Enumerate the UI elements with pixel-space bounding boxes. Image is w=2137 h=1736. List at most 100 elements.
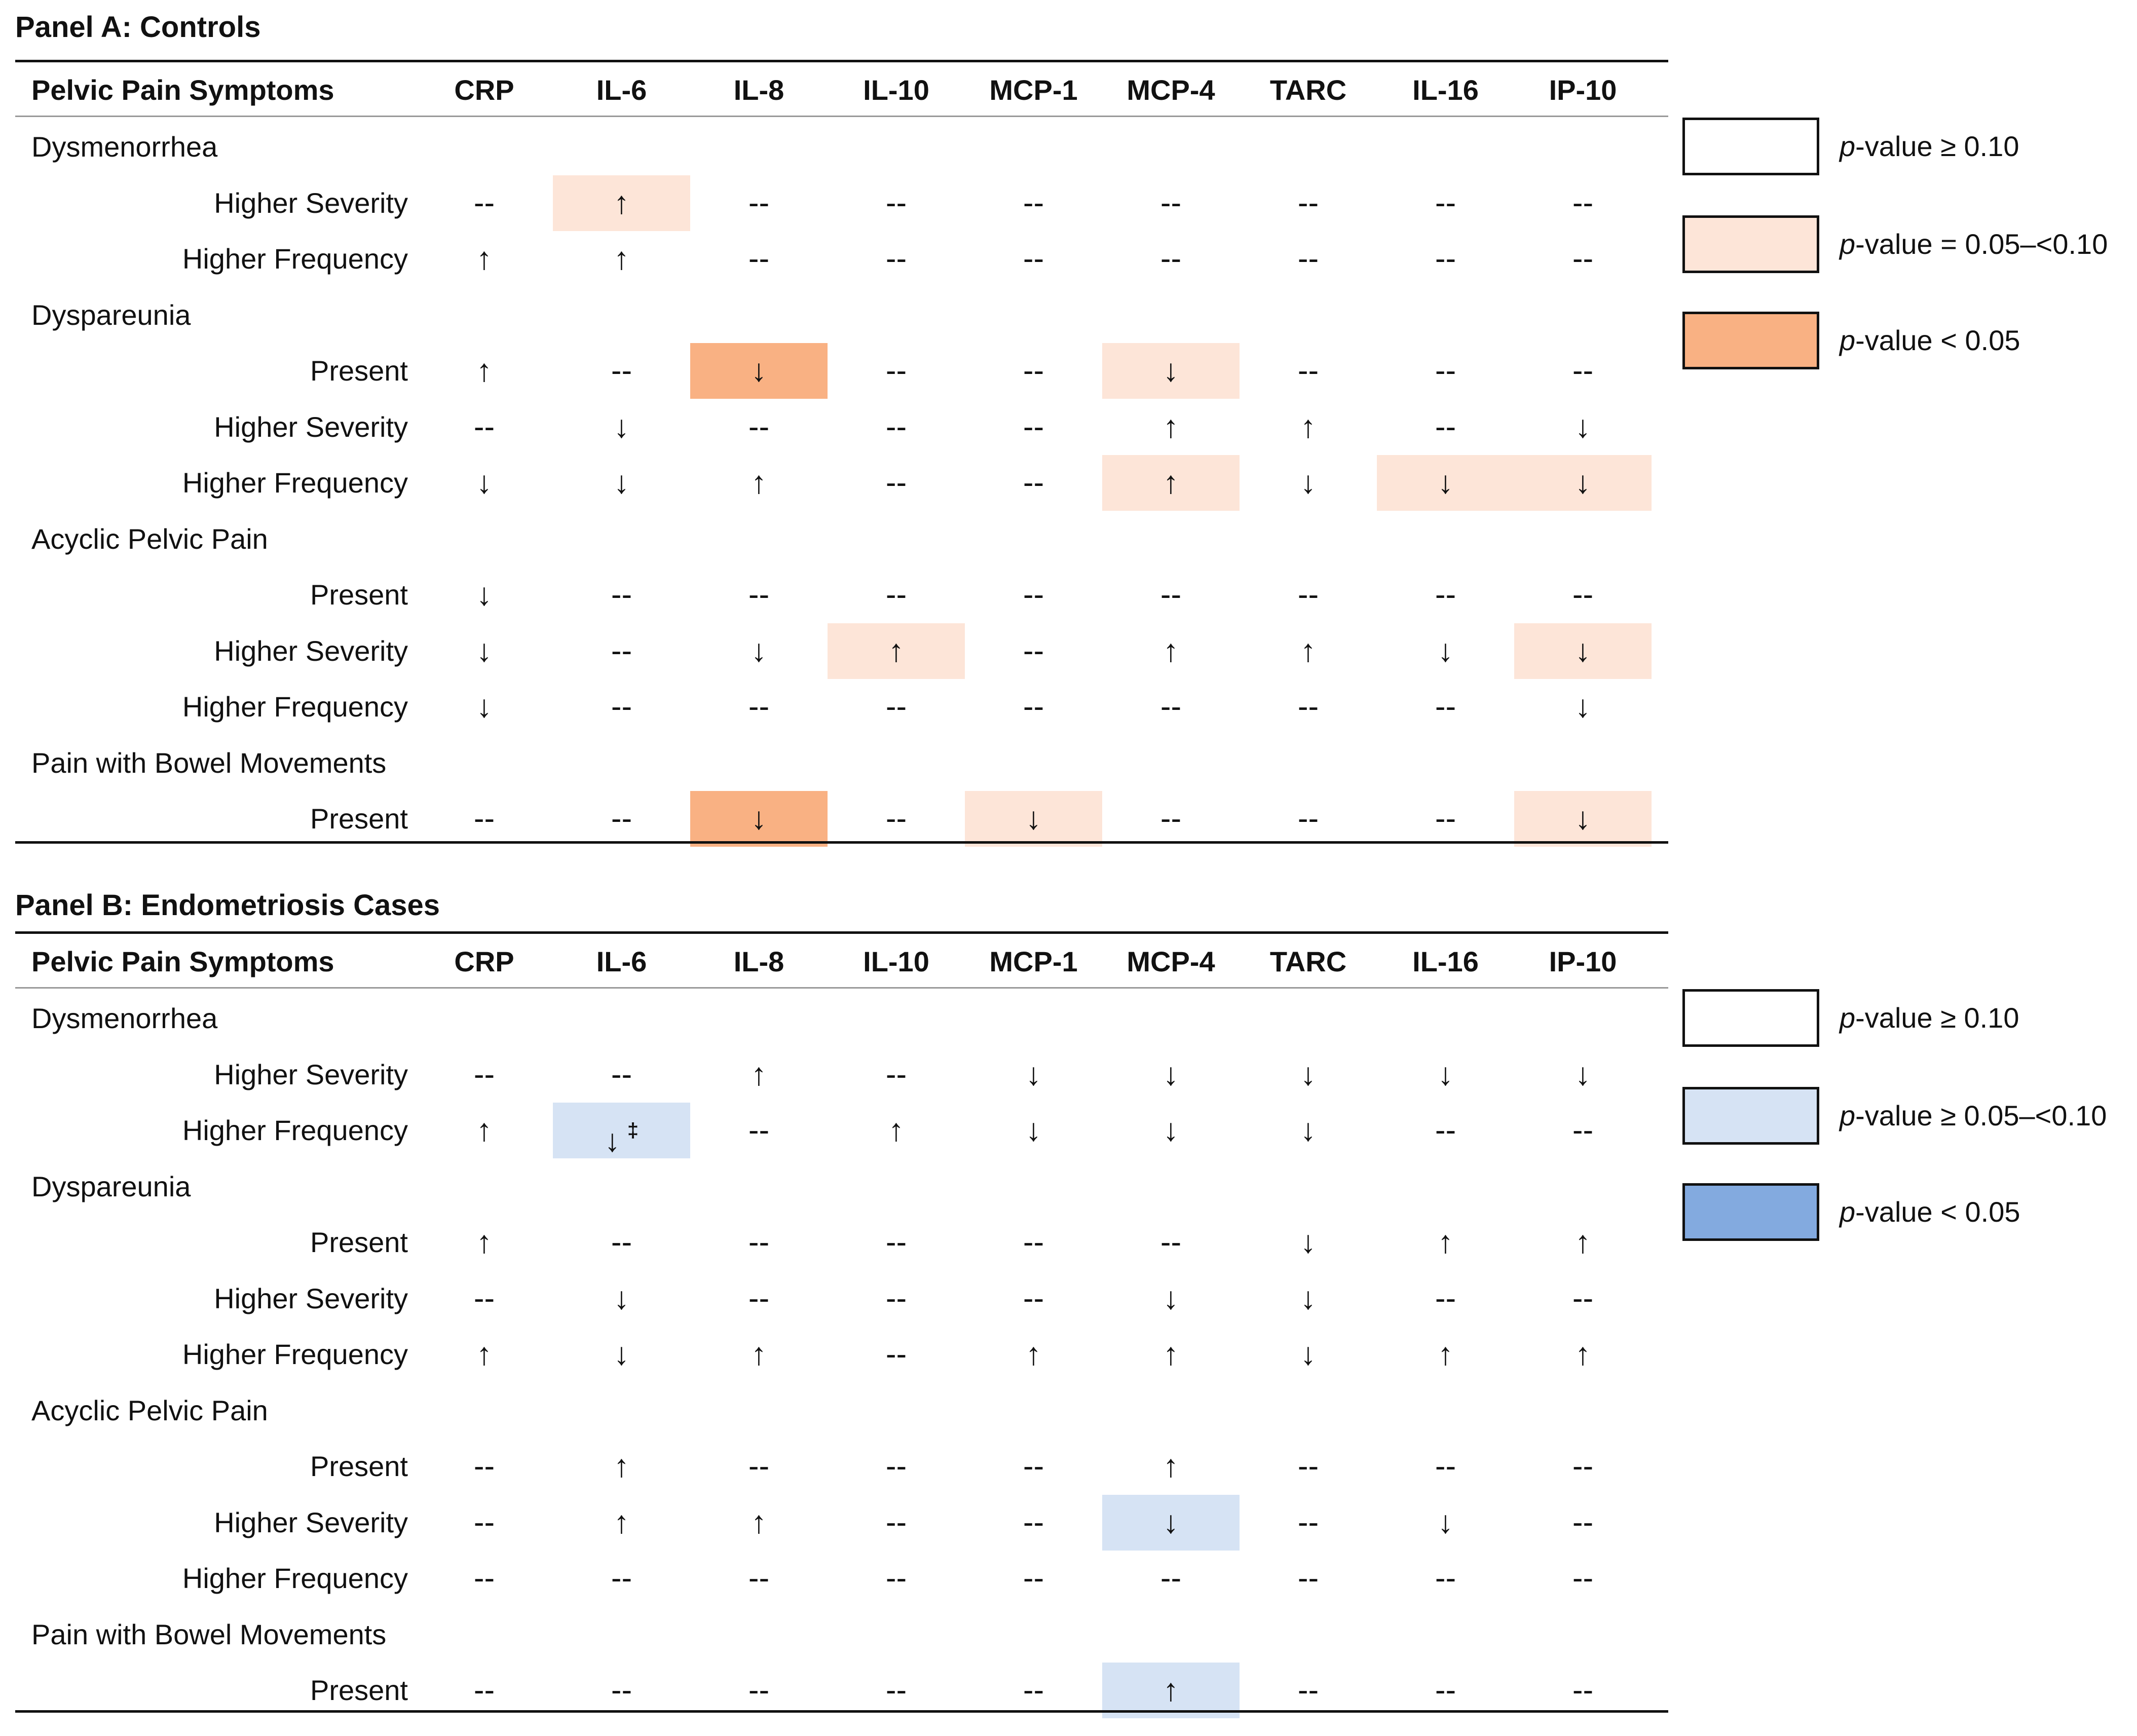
row-label: Higher Frequency bbox=[182, 1114, 408, 1146]
cell-value: ↓ bbox=[1438, 1056, 1453, 1092]
cell-value: -- bbox=[1160, 241, 1182, 276]
cell-value: -- bbox=[1297, 689, 1319, 724]
table-cell: ↓ bbox=[690, 343, 828, 399]
panel-title: Panel B: Endometriosis Cases bbox=[15, 889, 440, 922]
table-cell: -- bbox=[416, 175, 553, 231]
table-cell: -- bbox=[965, 1439, 1102, 1494]
cell-value: -- bbox=[885, 1673, 907, 1708]
cell-value: ↓ bbox=[1300, 1056, 1316, 1092]
cell-value: ↑ bbox=[751, 1504, 767, 1540]
cell-value: -- bbox=[1297, 801, 1319, 836]
cell-value: -- bbox=[1023, 185, 1044, 220]
table-cell: -- bbox=[828, 1495, 965, 1551]
table-cell: -- bbox=[828, 1663, 965, 1718]
legend-label: p-value < 0.05 bbox=[1840, 312, 2020, 369]
table-cell: -- bbox=[828, 343, 965, 399]
row-label: Dyspareunia bbox=[31, 298, 191, 331]
table-cell: -- bbox=[1377, 1271, 1514, 1327]
cell-value: ↓ bbox=[751, 353, 767, 388]
legend-swatch bbox=[1682, 989, 1819, 1047]
cell-value: ↑ bbox=[1438, 1337, 1453, 1372]
cell-value: ↑ bbox=[476, 1113, 492, 1148]
cell-value: -- bbox=[1297, 353, 1319, 388]
cell-value: -- bbox=[1297, 241, 1319, 276]
cell-value: -- bbox=[1572, 1561, 1594, 1596]
table-cell: -- bbox=[828, 175, 965, 231]
cell-value: -- bbox=[1572, 353, 1594, 388]
table-cell: ↓ bbox=[1514, 1047, 1652, 1103]
cell-value: ↓ bbox=[604, 1123, 620, 1158]
table-cell: ↓ bbox=[1102, 1103, 1240, 1158]
cell-value: ↑ bbox=[751, 1337, 767, 1372]
cell-value: -- bbox=[885, 1056, 907, 1092]
table-cell: -- bbox=[690, 1271, 828, 1327]
cell-value: -- bbox=[1435, 801, 1456, 836]
table-header-rule bbox=[15, 987, 1668, 989]
cell-value: ↑ bbox=[614, 1504, 629, 1540]
legend-item: p-value ≥ 0.05–<0.10 bbox=[1682, 1087, 2137, 1148]
table-cell: -- bbox=[1102, 791, 1240, 847]
table-row: Higher Severity -- -- ↑ -- ↓ ↓ ↓ ↓ ↓ bbox=[0, 1047, 1672, 1103]
legend-item: p-value ≥ 0.10 bbox=[1682, 989, 2137, 1050]
cell-value: ↓ bbox=[1438, 1504, 1453, 1540]
table-cell: ↓ bbox=[1377, 623, 1514, 679]
table-cell: -- bbox=[1240, 567, 1377, 623]
table-cell: ↓ bbox=[1377, 455, 1514, 511]
table-cell: -- bbox=[416, 791, 553, 847]
column-header-il-16: IL-16 bbox=[1412, 946, 1479, 977]
table-cell: -- bbox=[828, 1271, 965, 1327]
table-cell: ↑ bbox=[416, 1103, 553, 1158]
cell-value: ↓ bbox=[1300, 465, 1316, 500]
table-cell: ↓ bbox=[1514, 679, 1652, 735]
cell-value: ↓ bbox=[614, 1280, 629, 1316]
row-label: Dysmenorrhea bbox=[31, 131, 218, 163]
table-cell: ↓ bbox=[1377, 1495, 1514, 1551]
cell-value: ↑ bbox=[888, 633, 904, 668]
cell-value: -- bbox=[1160, 577, 1182, 612]
cell-value: ↓ bbox=[1300, 1225, 1316, 1260]
table-cell: -- bbox=[828, 567, 965, 623]
table-cell: -- bbox=[1377, 231, 1514, 287]
table-cell: -- bbox=[828, 1215, 965, 1270]
table-cell: ↓ bbox=[553, 1327, 690, 1382]
cell-value: -- bbox=[885, 1449, 907, 1484]
cell-value: -- bbox=[611, 801, 632, 836]
legend-p-symbol: p bbox=[1840, 1002, 1856, 1034]
cell-value: ↑ bbox=[476, 1337, 492, 1372]
cell-value: ↓ bbox=[751, 633, 767, 668]
cell-value: ↓ bbox=[1438, 465, 1453, 500]
cell-value: -- bbox=[1297, 185, 1319, 220]
table-row: Higher Frequency ↓ -- -- -- -- -- -- -- ↓ bbox=[0, 679, 1672, 735]
cell-value: ↑ bbox=[1163, 465, 1179, 500]
table-cell: ↑ bbox=[416, 231, 553, 287]
table-cell: -- bbox=[1102, 567, 1240, 623]
table-cell: -- bbox=[690, 175, 828, 231]
table-cell: -- bbox=[553, 791, 690, 847]
table-cell: ↑ bbox=[553, 231, 690, 287]
table-cell: -- bbox=[416, 1495, 553, 1551]
cell-value: -- bbox=[1160, 1225, 1182, 1260]
table-cell: ↓ bbox=[1514, 623, 1652, 679]
cell-value: -- bbox=[1572, 1449, 1594, 1484]
table-cell: -- bbox=[1514, 175, 1652, 231]
cell-value: ↑ bbox=[614, 1449, 629, 1484]
table-cell: ↓ bbox=[1240, 455, 1377, 511]
table-cell: -- bbox=[690, 1551, 828, 1606]
cell-value: ↑ bbox=[1163, 409, 1179, 444]
table-cell: -- bbox=[690, 399, 828, 455]
row-label: Higher Severity bbox=[214, 1058, 408, 1090]
table-cell: ↑ bbox=[553, 1495, 690, 1551]
cell-value: -- bbox=[748, 577, 770, 612]
table-cell: -- bbox=[1514, 343, 1652, 399]
cell-value: ↓ bbox=[1575, 689, 1591, 724]
table-cell: -- bbox=[965, 1551, 1102, 1606]
legend-swatch bbox=[1682, 118, 1819, 175]
table-cell: -- bbox=[965, 1663, 1102, 1718]
table-cell: -- bbox=[690, 231, 828, 287]
cell-value: -- bbox=[611, 1056, 632, 1092]
row-label: Pain with Bowel Movements bbox=[31, 1618, 387, 1650]
cell-value: -- bbox=[748, 1673, 770, 1708]
group-row: Dyspareunia bbox=[0, 1159, 1672, 1215]
table-row: Present -- ↑ -- -- -- ↑ -- -- -- bbox=[0, 1439, 1672, 1494]
table-cell: ↑ bbox=[1377, 1327, 1514, 1382]
